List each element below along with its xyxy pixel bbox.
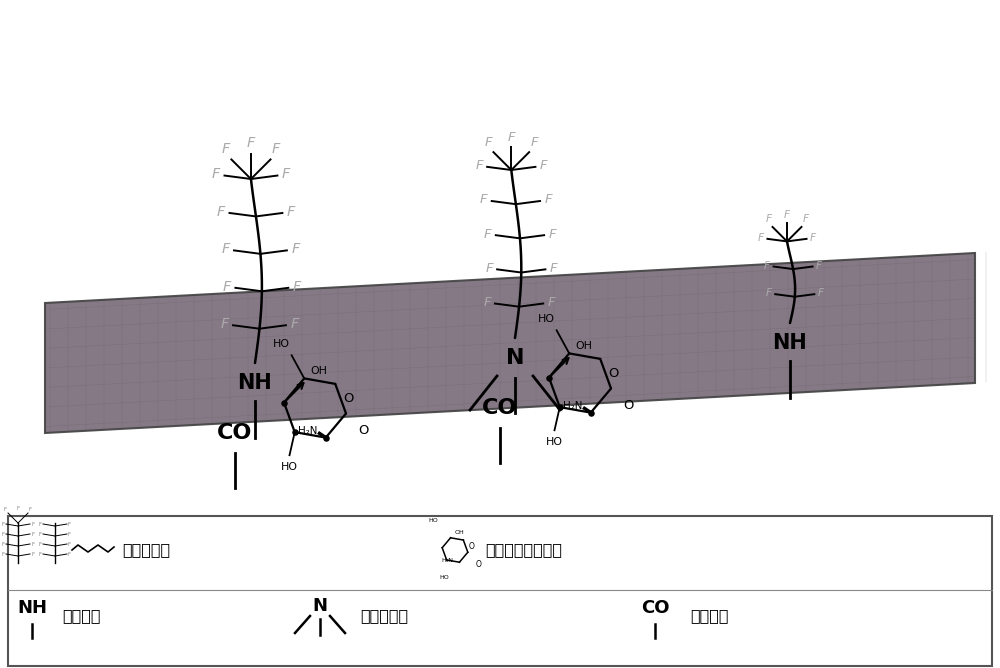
Text: F: F	[485, 136, 492, 149]
Text: 碳氟类材料: 碳氟类材料	[122, 542, 170, 558]
Text: F: F	[483, 296, 491, 309]
Text: F: F	[547, 296, 555, 309]
Text: H₃N: H₃N	[441, 558, 453, 562]
Text: F: F	[4, 507, 7, 512]
Text: F: F	[2, 532, 5, 536]
Text: F: F	[291, 317, 299, 331]
Text: CO: CO	[217, 423, 253, 443]
Text: F: F	[68, 542, 71, 546]
Text: F: F	[31, 552, 34, 556]
Text: HO: HO	[440, 575, 450, 580]
Text: F: F	[291, 242, 300, 257]
Text: O: O	[343, 392, 353, 405]
Text: N: N	[506, 348, 524, 368]
Text: O: O	[469, 542, 475, 550]
Text: OH: OH	[575, 341, 592, 351]
Text: F: F	[475, 159, 483, 172]
Text: HO: HO	[273, 339, 290, 349]
Text: F: F	[766, 214, 772, 224]
Text: F: F	[16, 506, 20, 511]
Text: F: F	[68, 532, 71, 536]
Text: HO: HO	[546, 436, 563, 446]
Text: F: F	[485, 262, 493, 275]
Text: H₂N: H₂N	[298, 426, 317, 436]
Text: F: F	[766, 289, 772, 299]
Text: F: F	[212, 168, 220, 182]
Text: F: F	[540, 159, 547, 172]
Text: F: F	[272, 142, 280, 156]
Text: F: F	[217, 205, 225, 219]
FancyBboxPatch shape	[8, 516, 992, 666]
Text: F: F	[39, 532, 42, 536]
Text: F: F	[222, 142, 230, 156]
Text: O: O	[608, 367, 618, 380]
Text: F: F	[39, 522, 42, 526]
Text: F: F	[818, 289, 824, 299]
Text: F: F	[220, 317, 228, 331]
Text: 膜面酰胺键: 膜面酰胺键	[360, 609, 408, 623]
Text: H₂N: H₂N	[563, 401, 582, 411]
Text: OH: OH	[454, 530, 464, 535]
Text: F: F	[758, 233, 764, 243]
Text: HO: HO	[281, 462, 298, 472]
Text: F: F	[530, 136, 538, 149]
Text: F: F	[764, 261, 770, 271]
Text: F: F	[293, 280, 301, 294]
Text: F: F	[548, 228, 556, 240]
Text: NH: NH	[238, 373, 272, 393]
Text: F: F	[31, 532, 34, 536]
Text: CO: CO	[641, 599, 669, 617]
Text: F: F	[2, 542, 5, 546]
Text: F: F	[480, 194, 488, 206]
Text: HO: HO	[429, 518, 439, 523]
Text: F: F	[31, 542, 34, 546]
Text: F: F	[68, 552, 71, 556]
Text: F: F	[29, 507, 32, 512]
Text: F: F	[2, 522, 5, 526]
Text: F: F	[223, 280, 231, 294]
Text: OH: OH	[310, 366, 327, 376]
Text: 氨基糖苷类抗生素: 氨基糖苷类抗生素	[485, 542, 562, 558]
Text: F: F	[31, 522, 34, 526]
Text: F: F	[39, 542, 42, 546]
Text: NH: NH	[17, 599, 47, 617]
Text: F: F	[784, 210, 790, 220]
Text: F: F	[484, 228, 492, 240]
Text: F: F	[508, 131, 515, 144]
Text: F: F	[68, 522, 71, 526]
Text: F: F	[544, 194, 552, 206]
Text: F: F	[550, 262, 557, 275]
Polygon shape	[45, 253, 975, 433]
Text: O: O	[476, 560, 482, 569]
Text: F: F	[39, 552, 42, 556]
Text: N: N	[312, 597, 328, 615]
Text: F: F	[282, 168, 290, 182]
Text: F: F	[810, 233, 816, 243]
Text: F: F	[802, 214, 808, 224]
Text: 膜面氨基: 膜面氨基	[62, 609, 100, 623]
Text: HO: HO	[538, 314, 555, 324]
Text: F: F	[247, 136, 255, 150]
Text: CO: CO	[482, 398, 518, 418]
Text: NH: NH	[773, 333, 807, 353]
Text: F: F	[2, 552, 5, 556]
Text: 膜面罺基: 膜面罺基	[690, 609, 728, 623]
Text: O: O	[624, 399, 634, 412]
Text: F: F	[816, 261, 822, 271]
Text: O: O	[359, 424, 369, 437]
Text: F: F	[221, 242, 229, 257]
Text: F: F	[287, 205, 295, 219]
